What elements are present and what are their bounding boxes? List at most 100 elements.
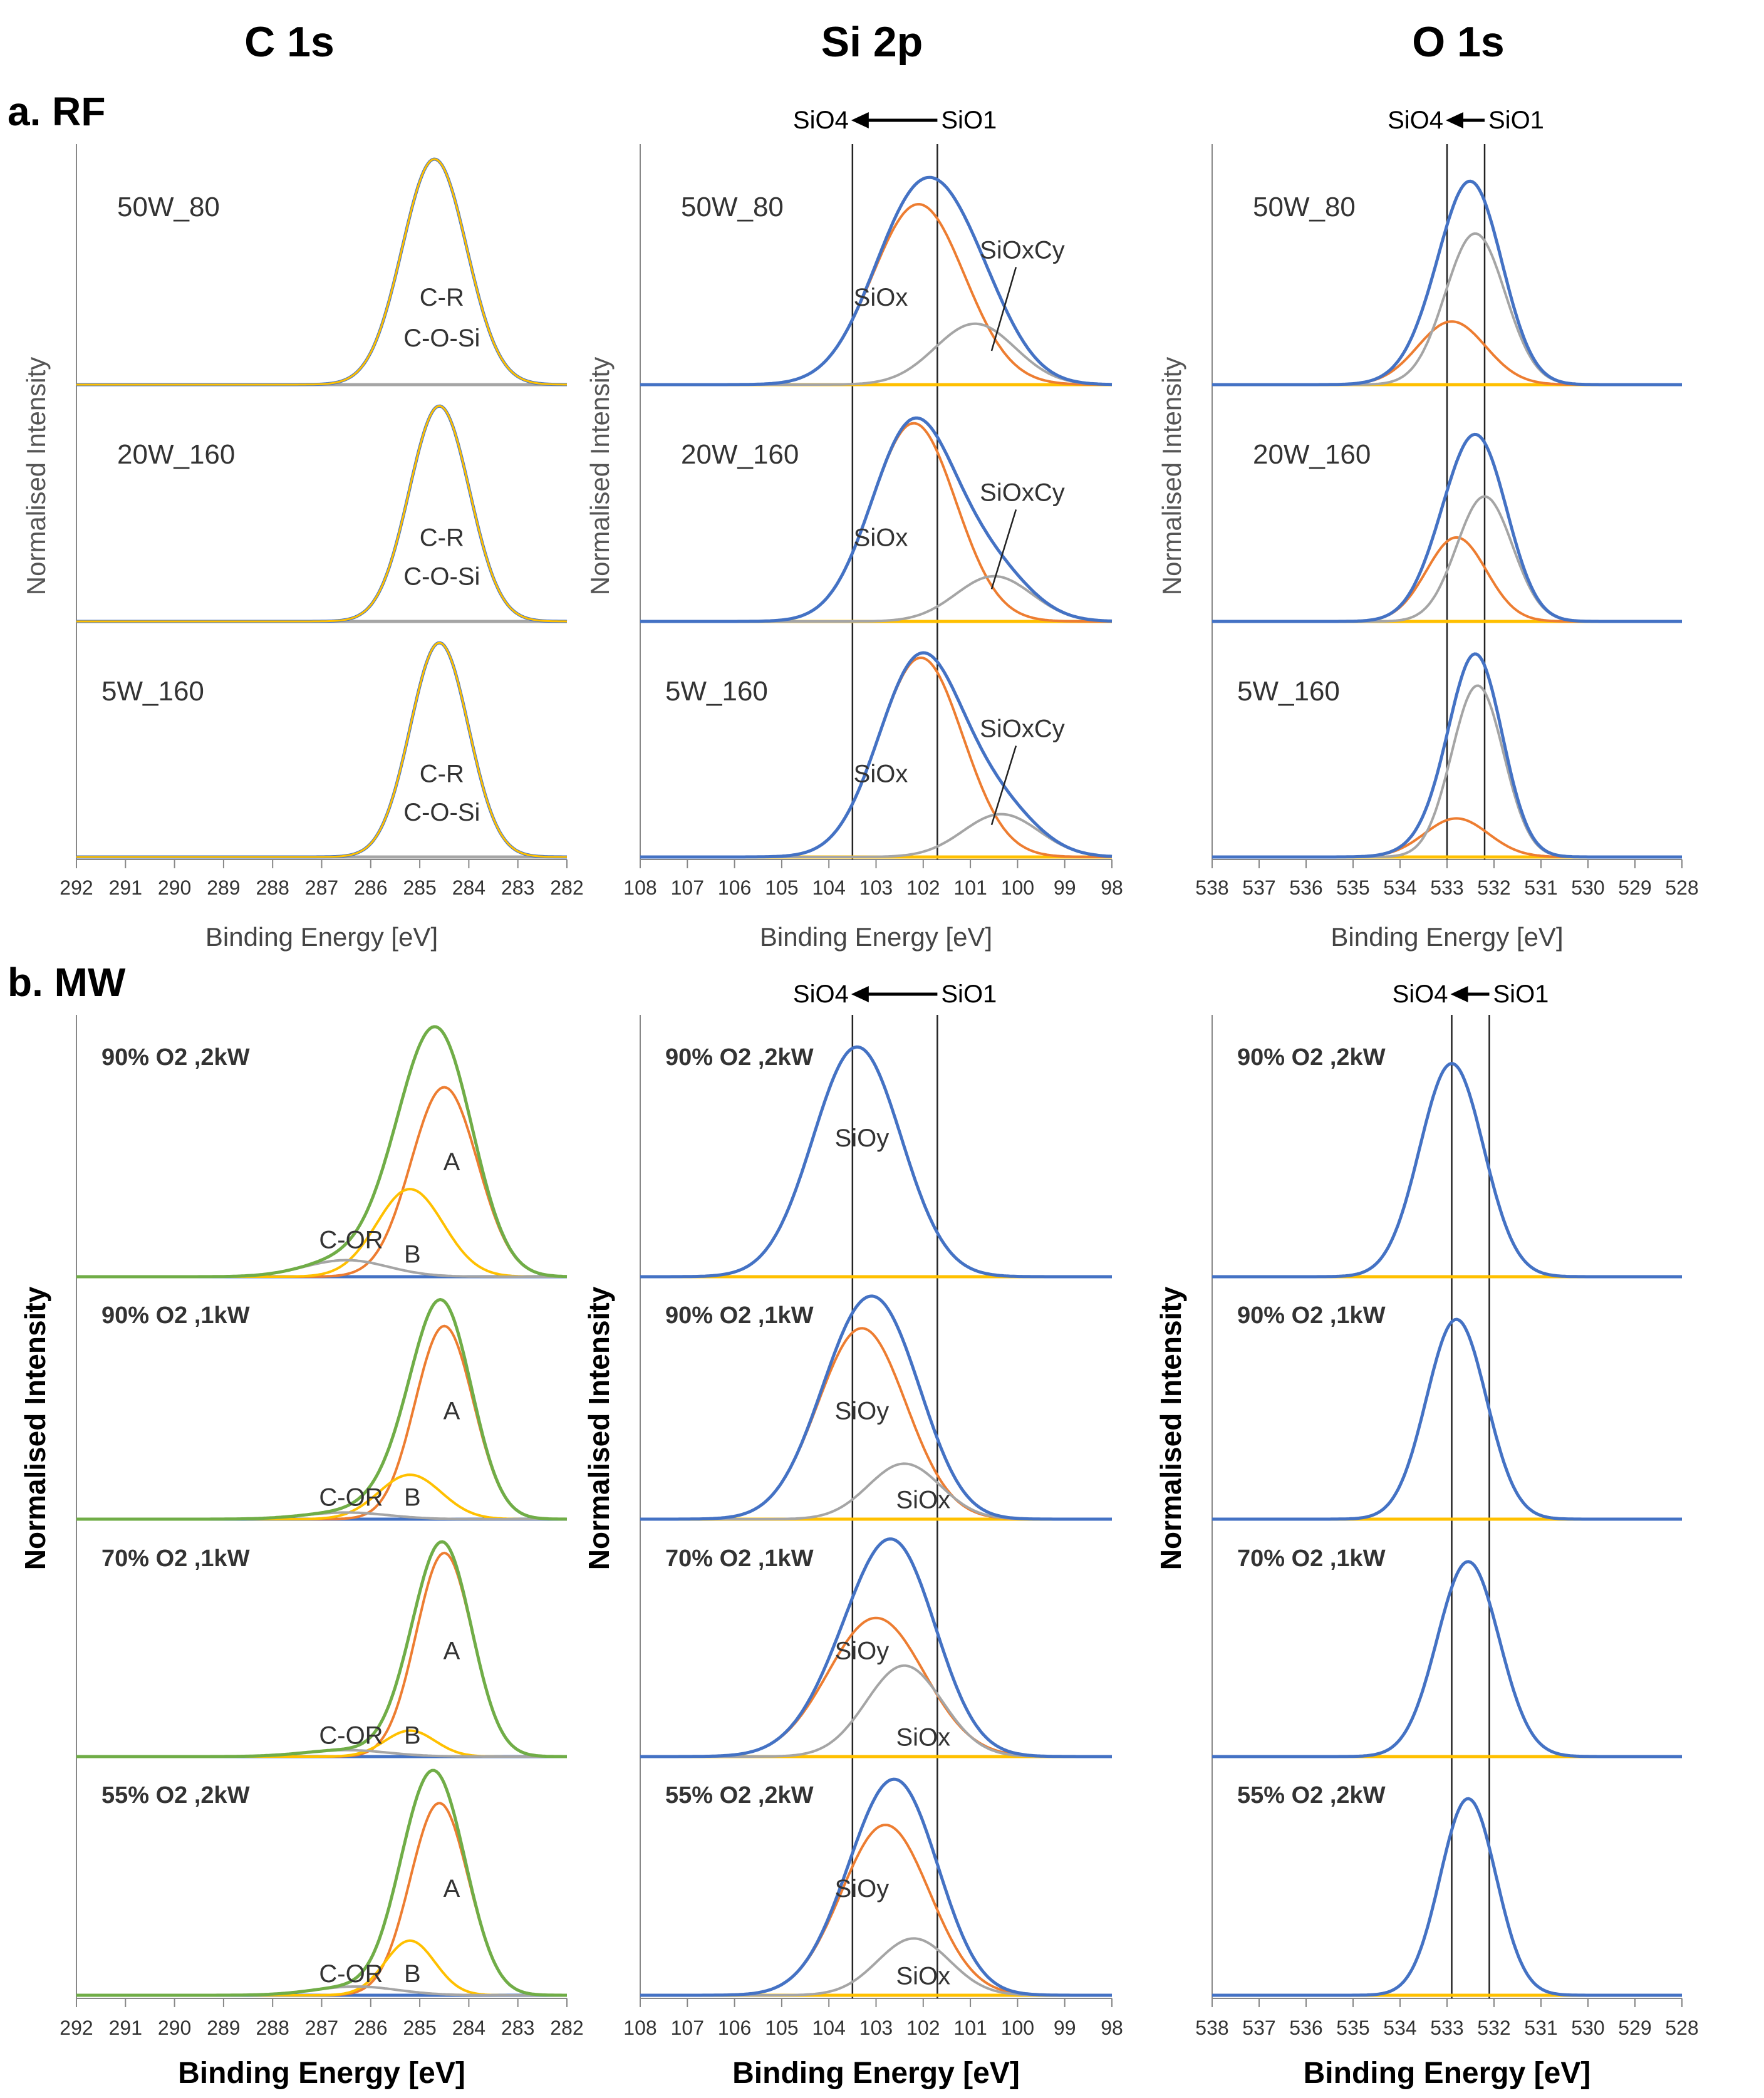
- rf-o-1s-tick-label-531: 531: [1524, 876, 1557, 899]
- rf-o-1s-tick-label-532: 532: [1477, 876, 1510, 899]
- section-label-rf: a. RF: [8, 89, 105, 134]
- rf-o-1s-tick-label-533: 533: [1430, 876, 1463, 899]
- section-label-mw: b. MW: [8, 960, 126, 1005]
- mw-si-2p-panel-4-component-siox: [640, 1937, 1112, 1997]
- mw-o-1s-tick-label-538: 538: [1195, 2017, 1228, 2039]
- mw-c-1s-panel-4-peak-label-c-or: C-OR: [319, 1960, 383, 1988]
- rf-si-2p-tick-label-98: 98: [1101, 876, 1123, 899]
- rf-c-1s-panel-3-envelope: [76, 641, 567, 859]
- rf-si-2p-panel-2-arrow-siOxCy: [990, 509, 1017, 589]
- mw-si-2p-ref-label-sio4: SiO4: [793, 980, 849, 1008]
- rf-si-2p-panel-1-peak-label-siox: SiOx: [854, 284, 908, 311]
- mw-si-2p-tick-label-105: 105: [765, 2017, 798, 2039]
- mw-si-2p-tick-label-99: 99: [1054, 2017, 1076, 2039]
- rf-o-1s-tick-label-534: 534: [1383, 876, 1416, 899]
- mw-c-1s-y-label: Normalised Intensity: [19, 1286, 51, 1570]
- rf-c-1s-panel-1-peak-label-c-r: C-R: [420, 284, 464, 311]
- mw-si-2p-tick-label-102: 102: [906, 2017, 940, 2039]
- rf-c-1s-tick-label-290: 290: [158, 876, 191, 899]
- rf-c-1s-panel-2-peak-label-c-r: C-R: [420, 524, 464, 552]
- mw-o-1s-ref-arrow-head: [1450, 986, 1468, 1002]
- rf-o-1s-panel-2-sample-label: 20W_160: [1253, 439, 1371, 470]
- mw-c-1s-panel-1-envelope: [76, 1025, 568, 1279]
- mw-o-1s-panel-2-envelope: [1212, 1317, 1682, 1521]
- mw-o-1s-panel-1-envelope: [1212, 1062, 1682, 1279]
- rf-c-1s-tick-label-288: 288: [256, 876, 289, 899]
- rf-si-2p-panel-1-envelope: [640, 175, 1113, 387]
- rf-o-1s-tick-label-528: 528: [1665, 876, 1698, 899]
- rf-c-1s-tick-label-292: 292: [60, 876, 93, 899]
- rf-o-1s-x-label: Binding Energy [eV]: [1331, 922, 1563, 952]
- mw-si-2p-tick-label-100: 100: [1001, 2017, 1034, 2039]
- mw-si-2p-panel-4-peak-label-sioy: SiOy: [835, 1875, 890, 1903]
- rf-c-1s-tick-label-287: 287: [305, 876, 338, 899]
- mw-c-1s-panel-1-peak-label-a: A: [444, 1148, 460, 1176]
- mw-c-1s-panel-2-envelope: [76, 1297, 568, 1521]
- rf-o-1s-tick-label-530: 530: [1571, 876, 1604, 899]
- mw-c-1s-tick-label-288: 288: [256, 2017, 289, 2039]
- mw-c-1s-panel-3-peak-label-b: B: [404, 1722, 421, 1749]
- mw-c-1s-tick-label-284: 284: [452, 2017, 485, 2039]
- mw-si-2p-tick-label-107: 107: [671, 2017, 704, 2039]
- mw-o-1s-x-label: Binding Energy [eV]: [1304, 2057, 1591, 2090]
- mw-c-1s-tick-label-291: 291: [109, 2017, 142, 2039]
- rf-c-1s-tick-label-283: 283: [501, 876, 534, 899]
- rf-si-2p-panel-2-sample-label: 20W_160: [681, 439, 799, 470]
- mw-c-1s-x-label: Binding Energy [eV]: [178, 2057, 465, 2090]
- rf-c-1s-panel-3-sample-label: 5W_160: [101, 676, 204, 707]
- rf-si-2p-panel-3-peak-label-sioxcy: SiOxCy: [980, 715, 1065, 742]
- mw-c-1s-panel-4-sample-label: 55% O2 ,2kW: [101, 1782, 250, 1809]
- mw-o-1s-ref-label-sio1: SiO1: [1493, 980, 1549, 1008]
- mw-si-2p-panel-2-envelope: [640, 1294, 1112, 1521]
- mw-c-1s-tick-label-282: 282: [550, 2017, 583, 2039]
- rf-o-1s-ref-label-sio1: SiO1: [1488, 106, 1544, 134]
- rf-c-1s-panel-3-component-c-r-c-o-si: [76, 641, 567, 858]
- rf-si-2p-tick-label-100: 100: [1001, 876, 1034, 899]
- rf-si-2p-x-label: Binding Energy [eV]: [760, 922, 992, 952]
- mw-c-1s-tick-label-285: 285: [403, 2017, 436, 2039]
- rf-si-2p-tick-label-105: 105: [765, 876, 798, 899]
- mw-si-2p-tick-label-103: 103: [859, 2017, 893, 2039]
- mw-si-2p-panel-3-peak-label-siox: SiOx: [896, 1724, 950, 1752]
- mw-si-2p-panel-2-peak-label-sioy: SiOy: [835, 1398, 890, 1425]
- rf-si-2p-panel-2-peak-label-siox: SiOx: [854, 524, 908, 552]
- rf-c-1s-tick-label-285: 285: [403, 876, 436, 899]
- mw-c-1s-tick-label-287: 287: [305, 2017, 338, 2039]
- mw-si-2p-panel-3-peak-label-sioy: SiOy: [835, 1637, 890, 1664]
- rf-si-2p-tick-label-104: 104: [812, 876, 846, 899]
- mw-o-1s-panel-3-envelope: [1212, 1560, 1682, 1758]
- mw-si-2p-panel-2-component-siox: [640, 1462, 1112, 1520]
- rf-c-1s-x-label: Binding Energy [eV]: [205, 922, 438, 952]
- rf-si-2p-panel-3-envelope: [640, 651, 1113, 859]
- mw-c-1s-panel-3-envelope: [76, 1540, 567, 1758]
- mw-si-2p-panel-3-sample-label: 70% O2 ,1kW: [665, 1545, 814, 1572]
- mw-c-1s-tick-label-286: 286: [354, 2017, 387, 2039]
- rf-c-1s-y-label: Normalised Intensity: [21, 357, 51, 595]
- mw-o-1s-tick-label-536: 536: [1289, 2017, 1322, 2039]
- mw-o-1s-tick-label-529: 529: [1618, 2017, 1651, 2039]
- mw-si-2p-panel-2-peak-label-siox: SiOx: [896, 1486, 950, 1514]
- rf-c-1s-tick-label-291: 291: [109, 876, 142, 899]
- mw-si-2p-tick-label-104: 104: [812, 2017, 846, 2039]
- rf-si-2p-panel-1-arrow-siOxCy: [990, 267, 1017, 351]
- mw-o-1s-y-label: Normalised Intensity: [1154, 1286, 1187, 1570]
- rf-c-1s-panel-2-component-overlay: [76, 405, 568, 623]
- mw-si-2p-tick-label-98: 98: [1101, 2017, 1123, 2039]
- plots-layer: 292 291 290 289 288 287 286 285 284 283 282 Binding…: [19, 106, 1699, 2090]
- mw-c-1s-tick-label-292: 292: [60, 2017, 93, 2039]
- rf-si-2p-tick-label-103: 103: [859, 876, 893, 899]
- mw-si-2p-panel-1-envelope: [640, 1045, 1112, 1279]
- rf-si-2p-tick-label-99: 99: [1054, 876, 1076, 899]
- mw-c-1s-panel-4-peak-label-a: A: [444, 1875, 460, 1903]
- mw-si-2p-x-label: Binding Energy [eV]: [732, 2057, 1020, 2090]
- rf-si-2p-y-label: Normalised Intensity: [585, 357, 615, 595]
- rf-o-1s-tick-label-538: 538: [1195, 876, 1228, 899]
- rf-si-2p-ref-label-sio1: SiO1: [941, 106, 997, 134]
- rf-si-2p-tick-label-107: 107: [671, 876, 704, 899]
- mw-c-1s-panel-3-peak-label-c-or: C-OR: [319, 1722, 383, 1749]
- mw-si-2p-tick-label-106: 106: [718, 2017, 751, 2039]
- rf-c-1s-tick-label-282: 282: [550, 876, 583, 899]
- mw-c-1s-panel-3-peak-label-a: A: [444, 1637, 460, 1664]
- rf-si-2p-tick-label-101: 101: [953, 876, 987, 899]
- rf-c-1s-panel-2-peak-label-c-o-si: C-O-Si: [403, 563, 480, 591]
